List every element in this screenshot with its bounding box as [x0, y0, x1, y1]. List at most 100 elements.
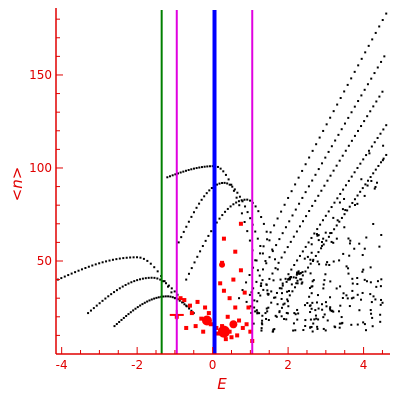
black-data-point [198, 202, 201, 205]
black-data-point [361, 254, 364, 257]
black-data-point [210, 230, 213, 233]
black-data-point [304, 191, 307, 194]
black-data-point [129, 311, 132, 314]
black-data-point [280, 315, 283, 318]
red-data-point [237, 318, 242, 323]
black-data-point [157, 296, 160, 299]
black-data-point [365, 154, 368, 157]
red-data-point [221, 288, 226, 293]
black-data-point [265, 283, 268, 286]
black-data-point [341, 296, 344, 299]
black-data-point [353, 171, 356, 174]
black-data-point [277, 261, 280, 264]
black-data-point [248, 273, 251, 276]
black-data-point [273, 296, 276, 299]
black-data-point [315, 317, 318, 320]
black-data-point [210, 187, 213, 190]
black-data-point [115, 258, 118, 261]
black-data-point [184, 169, 187, 172]
black-data-point [347, 272, 350, 275]
black-data-point [180, 236, 183, 239]
black-data-point [274, 258, 277, 261]
black-data-point [289, 276, 292, 279]
black-data-point [359, 162, 362, 165]
black-data-point [300, 278, 303, 281]
black-data-point [84, 267, 87, 270]
red-data-point [223, 337, 228, 342]
black-data-point [311, 179, 314, 182]
black-data-point [315, 233, 318, 236]
black-data-point [373, 187, 376, 190]
black-data-point [294, 208, 297, 211]
black-data-point [174, 297, 177, 300]
plot-area [56, 10, 388, 354]
black-data-point [316, 294, 319, 297]
black-data-point [253, 306, 256, 309]
black-data-point [67, 274, 70, 277]
black-data-point [298, 225, 301, 228]
black-data-point [358, 309, 361, 312]
black-data-point [335, 287, 338, 290]
black-data-point [317, 251, 320, 254]
black-data-point [335, 237, 338, 240]
red-data-point [227, 329, 232, 334]
black-data-point [311, 280, 314, 283]
black-data-point [382, 128, 385, 131]
black-data-point [330, 310, 333, 313]
black-data-point [280, 292, 283, 295]
black-data-point [238, 297, 241, 300]
black-data-point [267, 293, 270, 296]
red-data-point [238, 268, 243, 273]
black-data-point [278, 310, 281, 313]
black-data-point [327, 210, 330, 213]
black-data-point [264, 259, 267, 262]
black-data-point [283, 203, 286, 206]
black-data-point [333, 228, 336, 231]
black-data-point [286, 290, 289, 293]
black-data-point [351, 201, 354, 204]
black-data-point [364, 329, 367, 332]
black-data-point [257, 292, 260, 295]
black-data-point [323, 184, 326, 187]
black-data-point [350, 297, 353, 300]
black-data-point [310, 292, 313, 295]
black-data-point [218, 217, 221, 220]
black-data-point [373, 141, 376, 144]
black-data-point [329, 306, 332, 309]
black-data-point [236, 191, 239, 194]
black-data-point [353, 105, 356, 108]
x-axis-label: E [217, 375, 227, 393]
black-data-point [316, 260, 319, 263]
black-data-point [381, 159, 384, 162]
black-data-point [340, 128, 343, 131]
black-data-point [329, 116, 332, 119]
x-tick-label: 4 [360, 358, 368, 372]
black-data-point [308, 295, 311, 298]
black-data-point [245, 281, 248, 284]
black-data-point [132, 309, 135, 312]
black-data-point [182, 230, 185, 233]
black-data-point [288, 220, 291, 223]
black-data-point [330, 232, 333, 235]
black-data-point [182, 170, 185, 173]
black-data-point [308, 156, 311, 159]
black-data-point [253, 299, 256, 302]
black-data-point [356, 166, 359, 169]
red-data-point [248, 329, 253, 334]
black-data-point [281, 282, 284, 285]
black-data-point [326, 319, 329, 322]
black-data-point [326, 179, 329, 182]
black-data-point [261, 319, 264, 322]
black-data-point [124, 283, 127, 286]
red-data-point [240, 325, 245, 330]
black-data-point [291, 214, 294, 217]
black-data-point [382, 157, 385, 160]
black-data-point [360, 298, 363, 301]
black-data-point [296, 271, 299, 274]
black-data-point [310, 285, 313, 288]
black-data-point [190, 267, 193, 270]
black-data-point [233, 188, 236, 191]
black-data-point [306, 255, 309, 258]
black-data-point [306, 302, 309, 305]
black-data-point [77, 269, 80, 272]
